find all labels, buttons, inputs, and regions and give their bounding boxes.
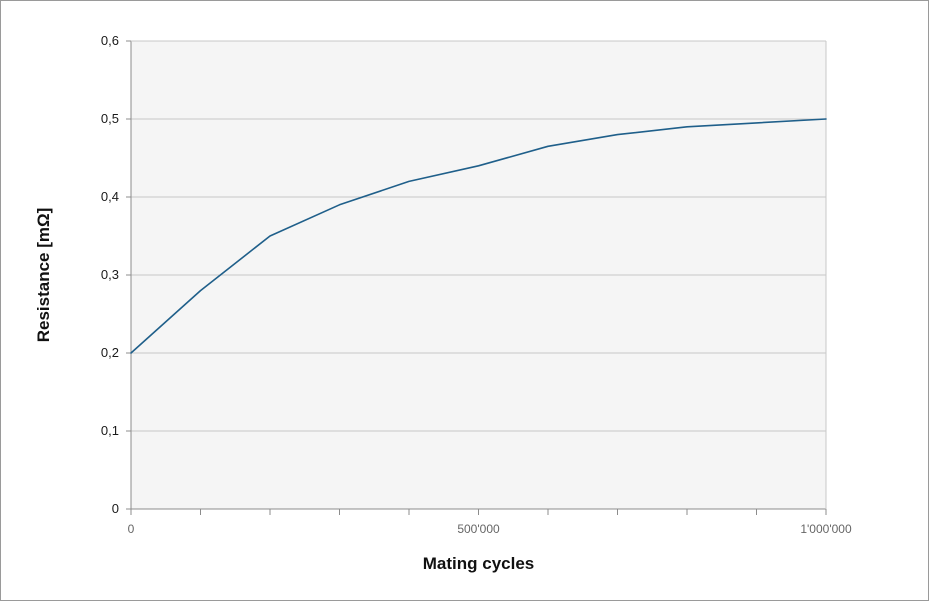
y-tick-label-5: 0,5 [101,111,119,126]
x-tick-label-0: 0 [128,522,135,536]
y-tick-label-1: 0,1 [101,423,119,438]
series-line-0 [130,118,827,354]
y-axis-title: Resistance [mΩ] [34,208,53,343]
y-tick-labels: 0 0,1 0,2 0,3 0,4 0,5 0,6 [101,33,119,516]
y-tick-label-3: 0,3 [101,267,119,282]
x-tick-label-1: 500'000 [457,522,500,536]
x-tick-labels: 0 500'000 1'000'000 [128,522,852,536]
y-tick-label-2: 0,2 [101,345,119,360]
y-tick-label-4: 0,4 [101,189,119,204]
y-tick-label-0: 0 [112,501,119,516]
series-group [130,118,827,354]
x-tick-label-2: 1'000'000 [800,522,852,536]
x-axis-title: Mating cycles [423,554,535,573]
y-tick-label-6: 0,6 [101,33,119,48]
